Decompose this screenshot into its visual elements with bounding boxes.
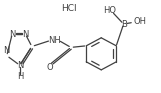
Text: H: H	[17, 72, 23, 81]
Text: N: N	[22, 30, 29, 39]
Text: HO: HO	[104, 6, 117, 15]
Text: N: N	[9, 30, 15, 39]
Text: O: O	[46, 63, 53, 72]
Text: OH: OH	[133, 17, 146, 26]
Text: HCl: HCl	[62, 4, 77, 13]
Text: N: N	[4, 46, 10, 55]
Text: B: B	[121, 20, 127, 29]
Text: N: N	[17, 61, 23, 70]
Text: NH: NH	[49, 36, 61, 45]
